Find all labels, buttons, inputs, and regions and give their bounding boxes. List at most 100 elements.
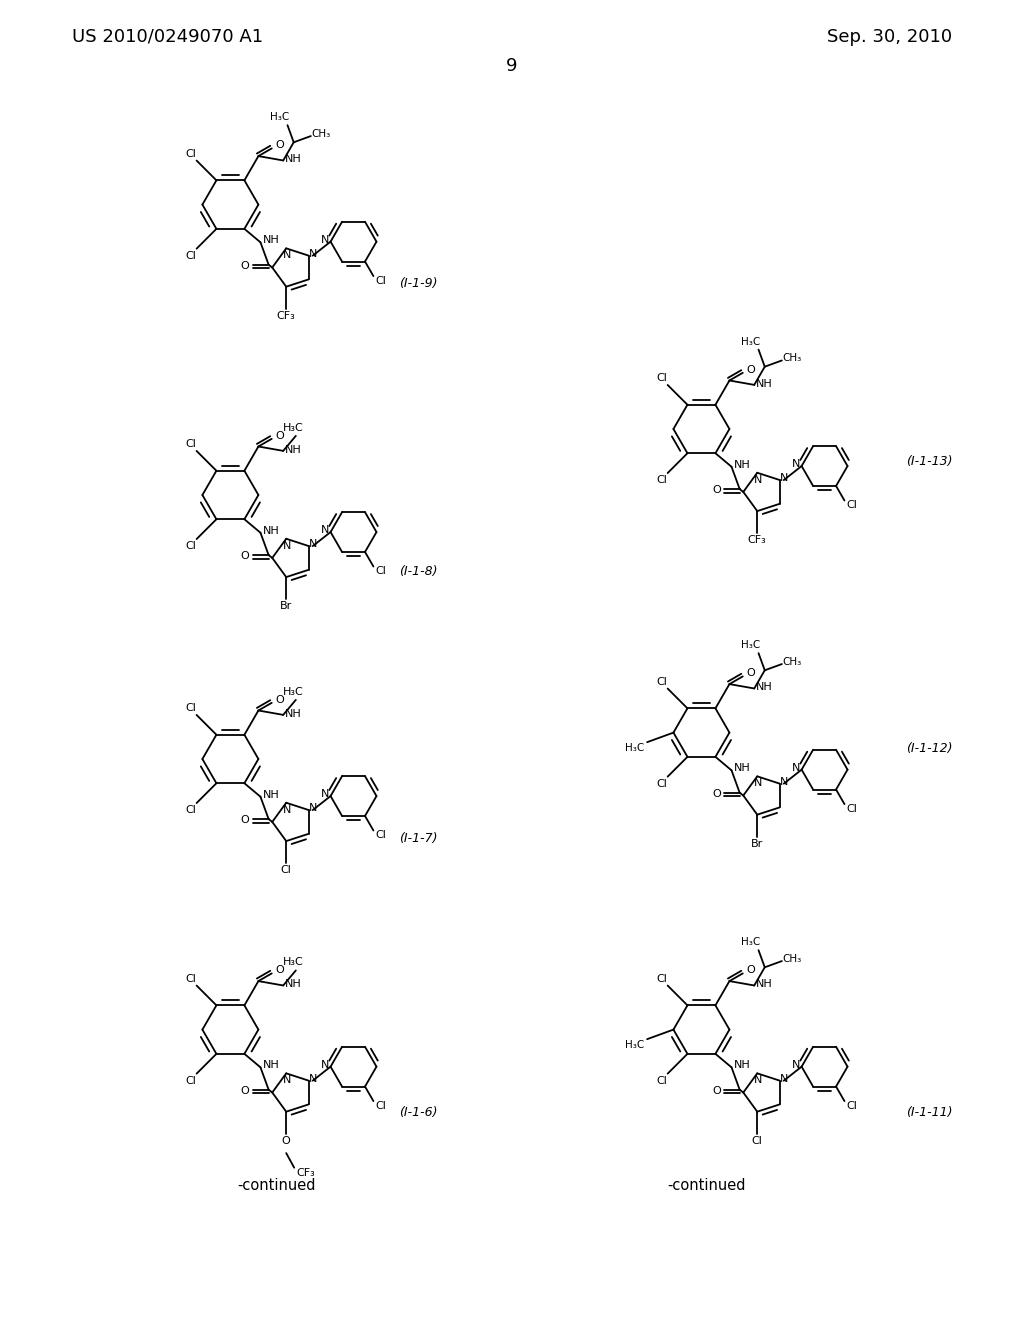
Text: Cl: Cl [185,149,196,158]
Text: NH: NH [285,445,302,455]
Text: (I-1-12): (I-1-12) [906,742,952,755]
Text: NH: NH [756,682,773,693]
Text: (I-1-11): (I-1-11) [906,1106,952,1119]
Text: Cl: Cl [656,677,667,686]
Text: O: O [275,140,284,150]
Text: O: O [241,552,250,561]
Text: H₃C: H₃C [283,422,303,433]
Text: Cl: Cl [185,541,196,550]
Text: (I-1-6): (I-1-6) [399,1106,438,1119]
Text: N: N [283,251,292,260]
Text: NH: NH [263,789,280,800]
Text: O: O [712,789,721,799]
Text: N: N [321,235,329,244]
Text: Cl: Cl [185,251,196,260]
Text: Cl: Cl [281,866,292,875]
Text: H₃C: H₃C [270,112,289,123]
Text: N: N [308,539,316,549]
Text: NH: NH [734,459,751,470]
Text: Cl: Cl [656,779,667,788]
Text: NH: NH [263,235,280,246]
Text: NH: NH [756,379,773,389]
Text: (I-1-13): (I-1-13) [906,455,952,469]
Text: Cl: Cl [185,440,196,449]
Text: H₃C: H₃C [625,1040,644,1051]
Text: O: O [241,261,250,271]
Text: O: O [746,364,755,375]
Text: N: N [754,1076,763,1085]
Text: H₃C: H₃C [283,957,303,968]
Text: NH: NH [285,709,302,719]
Text: CH₃: CH₃ [782,954,802,964]
Text: Cl: Cl [846,804,857,814]
Text: Br: Br [281,602,292,611]
Text: 9: 9 [506,57,518,75]
Text: N: N [321,789,329,799]
Text: NH: NH [263,525,280,536]
Text: Cl: Cl [656,374,667,383]
Text: Cl: Cl [846,500,857,511]
Text: O: O [282,1137,291,1146]
Text: N: N [283,541,292,550]
Text: H₃C: H₃C [625,743,644,754]
Text: N: N [754,779,763,788]
Text: Cl: Cl [185,704,196,713]
Text: N: N [779,776,787,787]
Text: H₃C: H₃C [741,640,760,651]
Text: Cl: Cl [185,1076,196,1085]
Text: N: N [321,525,329,535]
Text: N: N [308,803,316,813]
Text: Cl: Cl [375,830,386,841]
Text: NH: NH [734,763,751,774]
Text: O: O [275,965,284,975]
Text: CF₃: CF₃ [276,312,296,321]
Text: N: N [779,1073,787,1084]
Text: O: O [712,1086,721,1096]
Text: CH₃: CH₃ [311,129,331,139]
Text: NH: NH [734,1060,751,1071]
Text: CH₃: CH₃ [782,657,802,667]
Text: Cl: Cl [185,805,196,814]
Text: Cl: Cl [375,566,386,577]
Text: Cl: Cl [656,1076,667,1085]
Text: NH: NH [285,154,302,165]
Text: -continued: -continued [668,1177,745,1193]
Text: N: N [792,459,800,469]
Text: O: O [712,486,721,495]
Text: NH: NH [756,979,773,990]
Text: Cl: Cl [846,1101,857,1111]
Text: -continued: -continued [238,1177,315,1193]
Text: Cl: Cl [656,475,667,484]
Text: US 2010/0249070 A1: US 2010/0249070 A1 [72,28,263,46]
Text: (I-1-7): (I-1-7) [399,832,438,845]
Text: O: O [746,668,755,678]
Text: CF₃: CF₃ [297,1168,315,1177]
Text: CF₃: CF₃ [748,536,767,545]
Text: N: N [321,1060,329,1069]
Text: Cl: Cl [185,974,196,983]
Text: NH: NH [285,979,302,990]
Text: O: O [241,1086,250,1096]
Text: N: N [308,1073,316,1084]
Text: N: N [308,248,316,259]
Text: Br: Br [752,840,763,849]
Text: CH₃: CH₃ [782,354,802,363]
Text: O: O [275,430,284,441]
Text: N: N [792,1060,800,1069]
Text: Cl: Cl [375,276,386,286]
Text: H₃C: H₃C [283,686,303,697]
Text: O: O [275,694,284,705]
Text: Cl: Cl [375,1101,386,1111]
Text: H₃C: H₃C [741,337,760,347]
Text: Cl: Cl [752,1137,763,1146]
Text: (I-1-8): (I-1-8) [399,565,438,578]
Text: N: N [283,805,292,814]
Text: O: O [241,816,250,825]
Text: Cl: Cl [656,974,667,983]
Text: N: N [283,1076,292,1085]
Text: Sep. 30, 2010: Sep. 30, 2010 [827,28,952,46]
Text: (I-1-9): (I-1-9) [399,277,438,290]
Text: O: O [746,965,755,975]
Text: H₃C: H₃C [741,937,760,948]
Text: N: N [792,763,800,772]
